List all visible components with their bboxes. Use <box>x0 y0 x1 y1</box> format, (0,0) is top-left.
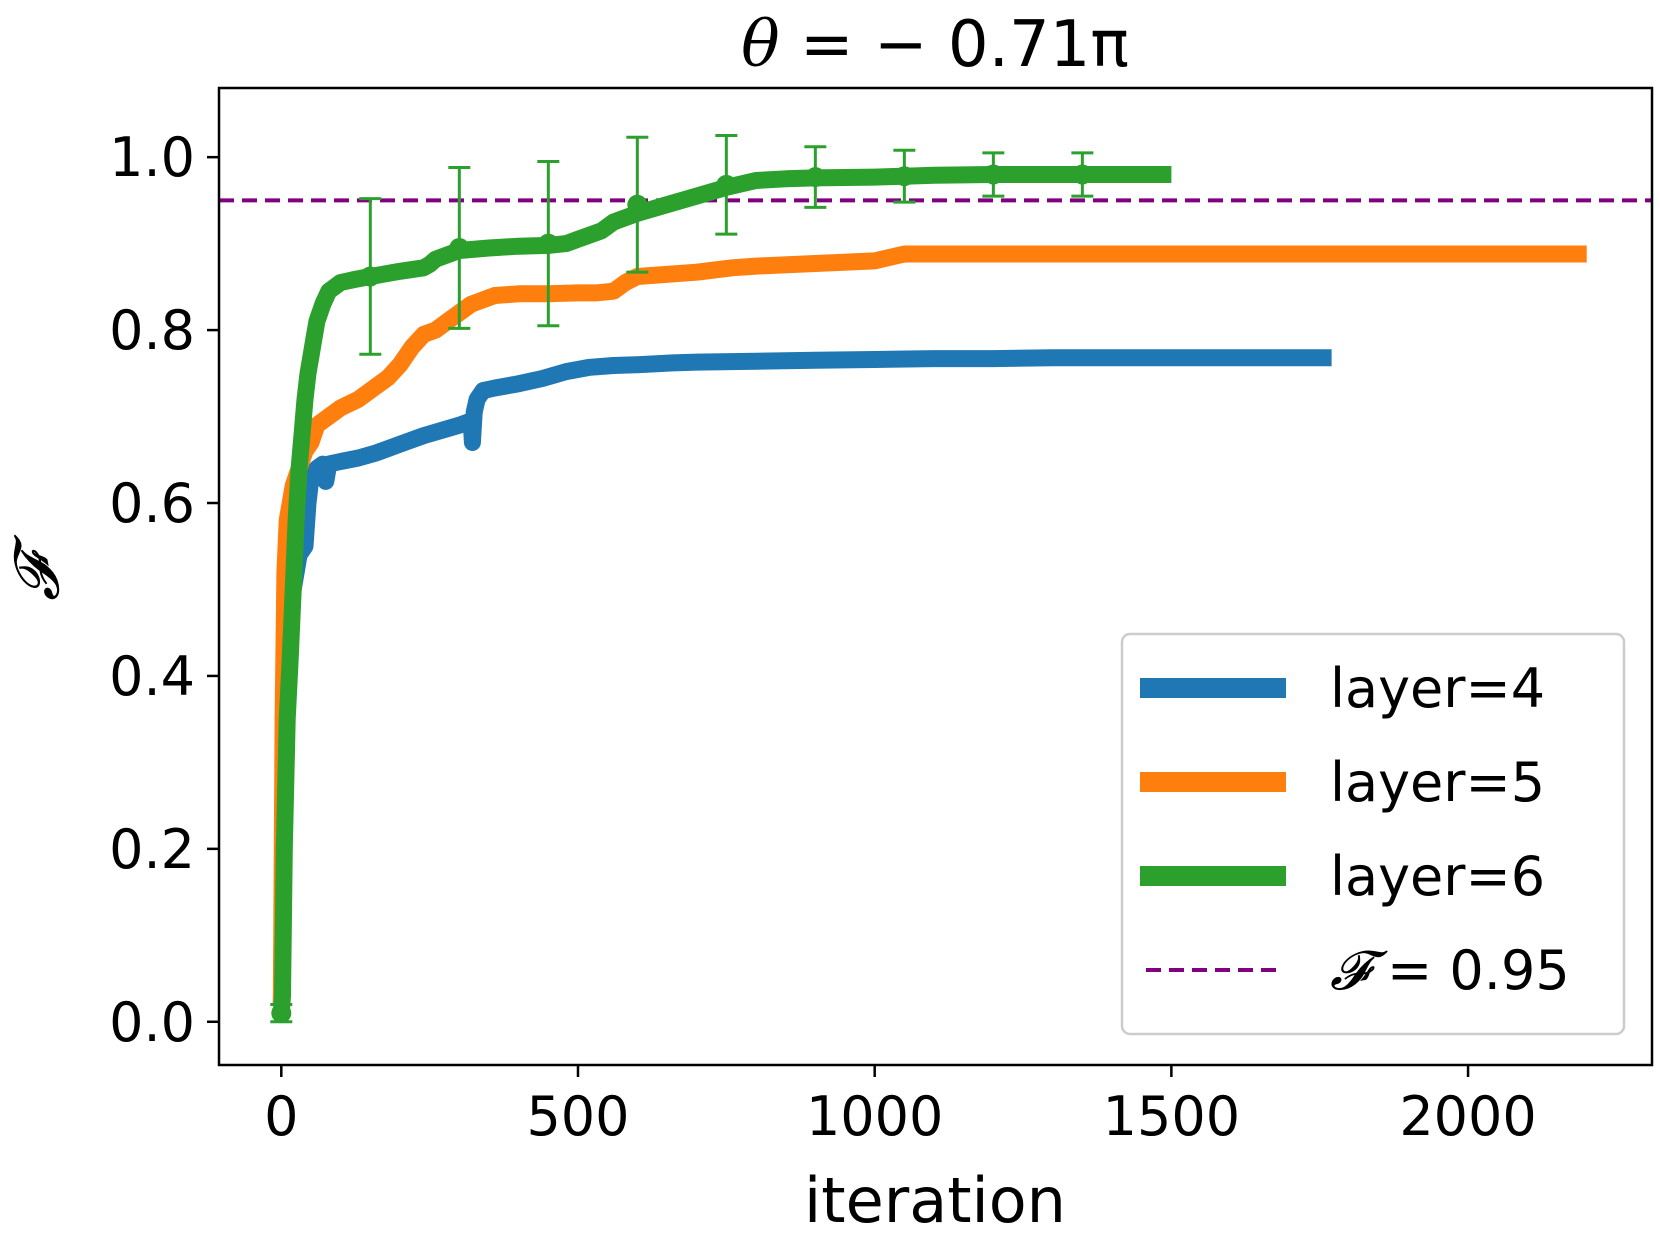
error-bar-marker <box>627 194 648 215</box>
x-axis-label: iteration <box>804 1164 1066 1237</box>
error-bar-marker <box>1072 164 1093 185</box>
error-bar <box>626 135 649 274</box>
errorbar-layer <box>270 134 1094 1024</box>
legend-box <box>1120 632 1626 1036</box>
error-bar <box>804 145 827 209</box>
y-tick-label: 1.0 <box>109 126 195 189</box>
error-bar-marker <box>271 1003 292 1024</box>
x-tick-label: 2000 <box>1399 1085 1536 1148</box>
error-bar-marker <box>983 164 1004 185</box>
error-bar <box>537 159 560 328</box>
error-bar <box>448 166 471 330</box>
y-tick-label: 0.8 <box>109 299 195 362</box>
x-tick-label: 1000 <box>806 1085 943 1148</box>
y-tick-label: 0.2 <box>109 818 195 881</box>
series-layer <box>219 166 1652 1014</box>
error-bar-marker <box>716 174 737 195</box>
series-line-layer-4 <box>272 349 1332 1005</box>
x-tick-label: 500 <box>526 1085 629 1148</box>
x-ticks: 0 500 1000 1500 2000 <box>264 1065 1537 1148</box>
title-value: = − 0.71π <box>780 8 1129 82</box>
y-tick-label: 0.0 <box>109 991 195 1054</box>
error-bar <box>359 197 382 356</box>
legend-label-reference: 𝓕 = 0.95 <box>1330 939 1570 1002</box>
error-bar <box>715 134 738 236</box>
error-bar <box>270 1002 293 1024</box>
error-bar <box>1071 151 1094 198</box>
legend: layer=4 layer=5 layer=6 𝓕 = 0.95 <box>1120 632 1626 1036</box>
error-bar-marker <box>894 166 915 187</box>
error-bar-marker <box>360 266 381 287</box>
series-line-layer-6 <box>272 166 1172 1014</box>
legend-label-layer-6: layer=6 <box>1330 845 1545 908</box>
error-bar <box>893 148 916 204</box>
reference-value: = 0.95 <box>1370 939 1570 1002</box>
error-bar-marker <box>449 237 470 258</box>
x-tick-label: 1500 <box>1103 1085 1240 1148</box>
y-tick-label: 0.4 <box>109 645 195 708</box>
legend-label-layer-5: layer=5 <box>1330 751 1545 814</box>
chart-title: θ = − 0.71π <box>741 8 1129 82</box>
x-tick-label: 0 <box>264 1085 298 1148</box>
y-axis-label: 𝓕 <box>0 534 73 601</box>
error-bar-marker <box>805 167 826 188</box>
plot-frame <box>217 86 1654 1067</box>
legend-label-layer-4: layer=4 <box>1330 657 1545 720</box>
y-tick-label: 0.6 <box>109 472 195 535</box>
title-symbol: θ <box>741 8 780 82</box>
error-bar-marker <box>538 233 559 254</box>
y-ticks: 0.0 0.2 0.4 0.6 0.8 1.0 <box>109 126 219 1054</box>
error-bar <box>982 151 1005 198</box>
